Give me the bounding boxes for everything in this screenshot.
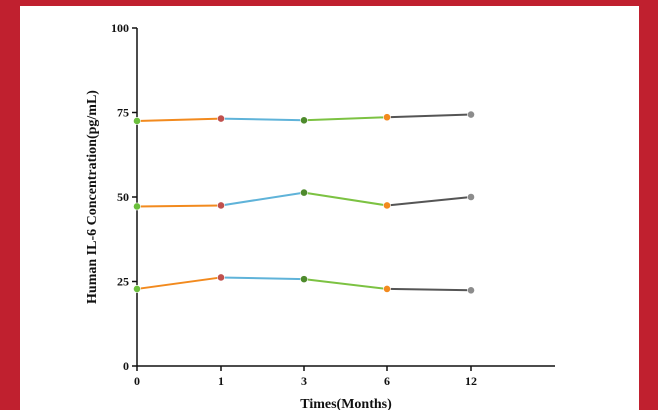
y-tick-label: 50 xyxy=(117,190,129,204)
y-axis-title: Human IL-6 Concentration(pg/mL) xyxy=(85,90,100,304)
series-points xyxy=(133,110,475,295)
x-tick-label: 12 xyxy=(465,374,477,388)
x-ticks: 0 1 3 6 12 xyxy=(134,366,477,388)
series-1-point xyxy=(217,114,225,123)
series-3-segment xyxy=(220,276,305,281)
series-2-point xyxy=(300,188,308,197)
series-3-segment xyxy=(386,287,472,292)
chart-panel: 0 25 50 75 100 0 1 3 6 12 Times(Months) Human IL… xyxy=(20,6,639,410)
series-3-segment xyxy=(303,278,388,290)
series-3-point xyxy=(300,275,308,284)
series-2-point xyxy=(467,193,475,201)
y-tick-label: 100 xyxy=(111,21,129,35)
series-1-segment xyxy=(220,117,305,122)
x-tick-label: 0 xyxy=(134,374,140,388)
x-tick-label: 1 xyxy=(218,374,224,388)
series-segments xyxy=(136,113,472,292)
series-3-point xyxy=(467,286,475,295)
y-ticks: 0 25 50 75 100 xyxy=(111,21,137,373)
series-3-point xyxy=(133,285,141,293)
series-2-segment xyxy=(303,191,388,207)
series-1-point xyxy=(133,117,141,125)
y-tick-label: 25 xyxy=(117,275,129,289)
x-tick-label: 3 xyxy=(301,374,307,388)
series-2-segment xyxy=(386,196,472,207)
series-2-segment xyxy=(136,204,222,208)
line-chart: 0 25 50 75 100 0 1 3 6 12 Times(Months) Human IL… xyxy=(85,21,555,410)
series-3-point xyxy=(383,285,391,293)
x-tick-label: 6 xyxy=(384,374,390,388)
series-2-point xyxy=(217,201,225,210)
series-3-point xyxy=(217,273,225,282)
series-2-point xyxy=(133,202,141,211)
series-3-segment xyxy=(136,276,222,290)
y-tick-label: 75 xyxy=(117,106,129,120)
axes xyxy=(136,28,555,367)
x-axis-title: Times(Months) xyxy=(300,397,392,410)
series-1-point xyxy=(383,113,391,122)
y-tick-label: 0 xyxy=(123,359,129,373)
series-1-segment xyxy=(136,117,222,122)
series-2-point xyxy=(383,201,391,210)
series-1-point xyxy=(467,110,475,119)
series-2-segment xyxy=(220,191,305,207)
series-1-segment xyxy=(303,116,388,122)
series-1-point xyxy=(300,116,308,125)
series-1-segment xyxy=(386,113,472,119)
